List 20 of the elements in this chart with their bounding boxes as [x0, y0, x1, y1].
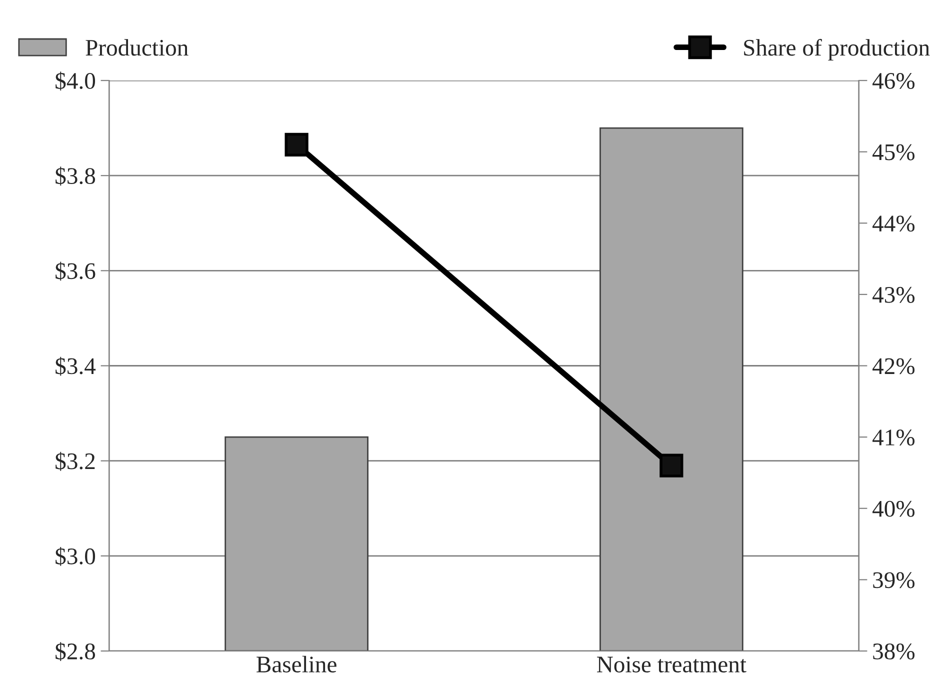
x-tick-label: Baseline: [256, 656, 336, 672]
y-tick-label: $3.4: [56, 356, 96, 376]
y-tick-label: $4.0: [56, 72, 96, 90]
y-tick-label: $3.6: [56, 262, 96, 281]
y2-tick-label: 44%: [872, 216, 915, 232]
y-tick-label: $3.0: [56, 547, 96, 566]
y2-tick-label: 43%: [872, 286, 915, 303]
y2-tick-label: 45%: [872, 144, 915, 160]
y2-tick-label: 40%: [872, 500, 915, 517]
x-tick-label: Noise treatment: [597, 656, 746, 672]
y-tick-label: $3.8: [56, 166, 96, 186]
y2-tick-label: 42%: [872, 358, 915, 374]
legend-label: Share of production: [744, 38, 930, 61]
y-tick-label: $2.8: [56, 642, 96, 661]
legend-label: Production: [86, 39, 188, 56]
y2-tick-label: 38%: [873, 643, 915, 660]
y-tick-label: $3.2: [56, 452, 95, 471]
y2-tick-label: 39%: [873, 572, 915, 588]
y2-tick-label: 41%: [872, 430, 915, 446]
y2-tick-label: 46%: [872, 72, 915, 89]
